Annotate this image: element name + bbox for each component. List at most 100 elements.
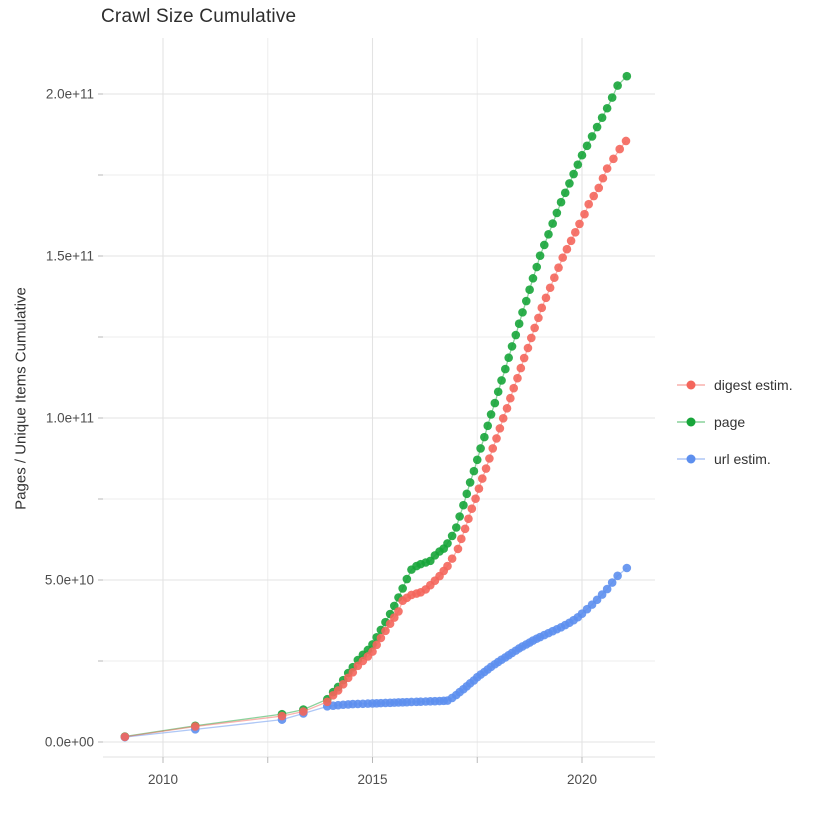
data-point-digest-estim-	[558, 253, 568, 262]
data-point-page	[447, 531, 457, 541]
data-point-digest-estim-	[485, 454, 494, 463]
x-tick-label: 2020	[567, 772, 597, 787]
data-point-digest-estim-	[527, 333, 536, 343]
data-point-digest-estim-	[492, 434, 501, 443]
data-point-digest-estim-	[523, 343, 533, 353]
data-point-page	[504, 353, 513, 363]
legend: digest estim. page url estim.	[676, 374, 793, 470]
legend-label: url estim.	[714, 451, 771, 467]
data-point-page	[521, 296, 531, 306]
data-point-digest-estim-	[190, 722, 200, 731]
legend-item-page: page	[676, 411, 793, 433]
data-point-page	[476, 444, 485, 453]
data-point-page	[507, 342, 517, 351]
data-point-digest-estim-	[348, 668, 358, 677]
data-point-page	[480, 432, 489, 442]
legend-marker-icon	[677, 417, 705, 427]
data-point-digest-estim-	[453, 544, 463, 554]
data-point-digest-estim-	[562, 244, 572, 254]
data-point-page	[613, 81, 622, 90]
data-point-digest-estim-	[376, 633, 386, 643]
data-point-page	[528, 274, 538, 283]
legend-item-digest-estim-: digest estim.	[676, 374, 793, 396]
data-point-digest-estim-	[322, 697, 332, 707]
data-point-page	[398, 584, 407, 593]
y-tick-label: 2.0e+11	[46, 87, 94, 102]
data-point-page	[518, 308, 527, 317]
data-point-digest-estim-	[474, 484, 484, 493]
data-point-page	[565, 179, 574, 188]
data-point-digest-estim-	[443, 561, 452, 571]
y-tick-label: 1.5e+11	[46, 249, 94, 264]
data-point-page	[465, 478, 475, 487]
data-point-page	[560, 188, 570, 198]
data-point-digest-estim-	[299, 707, 308, 716]
data-point-page	[462, 489, 472, 499]
data-point-digest-estim-	[495, 424, 505, 433]
data-point-digest-estim-	[509, 383, 519, 393]
data-point-digest-estim-	[467, 504, 477, 514]
legend-label: page	[714, 414, 746, 430]
data-point-digest-estim-	[368, 647, 377, 656]
data-point-digest-estim-	[516, 363, 526, 373]
data-point-page	[490, 398, 500, 408]
data-point-digest-estim-	[530, 323, 539, 333]
data-point-page	[511, 330, 521, 340]
data-point-digest-estim-	[537, 303, 547, 313]
data-point-digest-estim-	[464, 514, 473, 524]
data-point-url-estim-	[597, 590, 607, 599]
data-point-page	[402, 574, 412, 584]
data-point-digest-estim-	[447, 554, 457, 563]
data-point-page	[483, 421, 493, 431]
data-point-digest-estim-	[498, 414, 508, 423]
data-point-url-estim-	[613, 571, 622, 581]
data-point-page	[607, 93, 617, 102]
chart-title: Crawl Size Cumulative	[101, 6, 297, 27]
legend-marker-icon	[677, 380, 705, 390]
x-tick-label: 2015	[357, 772, 387, 787]
data-point-digest-estim-	[385, 619, 395, 629]
data-point-digest-estim-	[602, 164, 612, 173]
legend-marker-icon	[677, 454, 705, 464]
data-point-digest-estim-	[381, 626, 390, 636]
data-point-digest-estim-	[615, 144, 625, 154]
data-point-page	[535, 251, 545, 260]
data-point-digest-estim-	[545, 283, 555, 293]
data-point-digest-estim-	[460, 524, 470, 534]
data-point-digest-estim-	[477, 474, 487, 483]
y-tick-label: 1.0e+11	[46, 411, 94, 426]
data-point-page	[569, 169, 578, 179]
data-point-page	[497, 376, 506, 385]
data-point-url-estim-	[602, 584, 612, 594]
data-point-digest-estim-	[594, 183, 604, 193]
data-point-url-estim-	[607, 578, 617, 587]
data-point-digest-estim-	[372, 640, 381, 650]
data-point-digest-estim-	[488, 444, 498, 453]
data-point-digest-estim-	[598, 173, 608, 183]
data-point-page	[622, 71, 632, 81]
data-point-digest-estim-	[575, 219, 584, 229]
data-point-page	[525, 285, 534, 294]
data-point-page	[587, 132, 597, 141]
data-point-digest-estim-	[481, 464, 491, 473]
data-point-digest-estim-	[584, 199, 594, 209]
data-point-page	[455, 512, 464, 521]
data-point-digest-estim-	[506, 393, 515, 403]
data-point-page	[597, 113, 607, 122]
legend-label: digest estim.	[714, 377, 793, 393]
data-point-digest-estim-	[471, 494, 480, 503]
data-point-url-estim-	[622, 563, 632, 573]
data-point-digest-estim-	[502, 403, 512, 413]
data-point-digest-estim-	[389, 613, 399, 622]
data-point-page	[573, 160, 583, 169]
data-point-page	[552, 208, 562, 218]
data-point-digest-estim-	[333, 686, 343, 695]
data-point-page	[452, 523, 461, 532]
data-point-digest-estim-	[589, 191, 599, 201]
data-point-page	[493, 387, 503, 397]
data-point-digest-estim-	[338, 680, 348, 689]
data-point-digest-estim-	[609, 154, 618, 164]
data-point-page	[556, 197, 566, 207]
data-point-digest-estim-	[570, 228, 580, 237]
data-point-page	[544, 229, 553, 239]
